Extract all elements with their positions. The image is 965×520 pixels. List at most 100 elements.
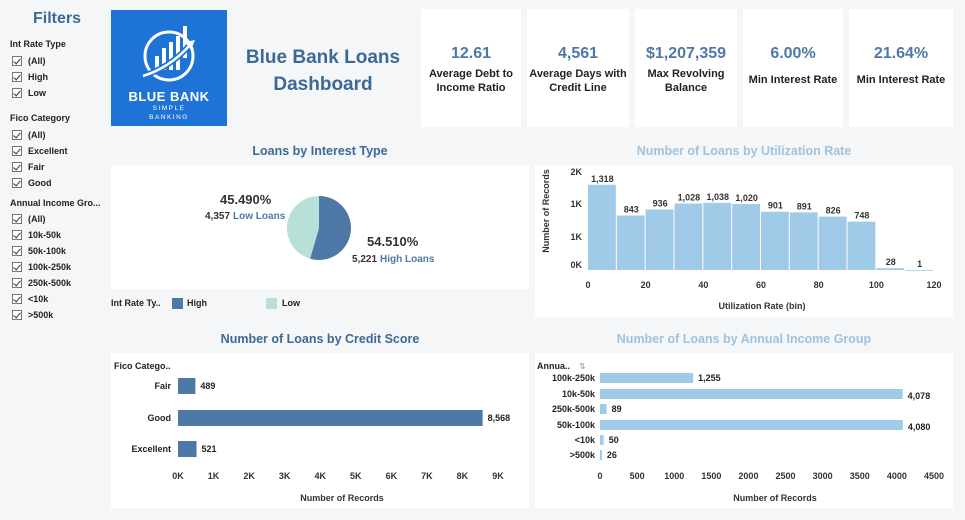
checkbox-icon[interactable] <box>12 230 22 240</box>
kpi-label: Average Debt to Income Ratio <box>429 68 513 94</box>
sort-icon[interactable]: ⇅ <box>579 362 586 371</box>
histogram-bar[interactable] <box>876 268 905 270</box>
blue-bank-logo: BLUE BANK SIMPLE BANKING <box>111 10 227 126</box>
histogram-y-tick: 2K <box>570 167 582 177</box>
legend-label-low[interactable]: Low <box>282 298 300 308</box>
kpi-card-min-interest-2: 21.64% Min Interest Rate <box>849 9 953 127</box>
kpi-value: 4,561 <box>557 45 599 62</box>
histogram-x-tick: 60 <box>756 280 766 290</box>
checkbox-icon[interactable] <box>12 72 22 82</box>
pie-chart-title: Loans by Interest Type <box>252 144 388 158</box>
filter-income-over-500k[interactable]: >500k <box>12 308 53 322</box>
credit-score-bar[interactable] <box>178 441 197 457</box>
dashboard-title: Blue Bank Loans Dashboard <box>238 44 408 98</box>
credit-x-tick: 9K <box>492 471 504 481</box>
pie-percent-high: 54.510% <box>367 234 419 249</box>
histogram-value-label: 843 <box>624 204 639 214</box>
histogram-bar[interactable] <box>645 209 674 270</box>
checkbox-icon[interactable] <box>12 56 22 66</box>
income-group-bar[interactable] <box>600 450 602 460</box>
kpi-value: $1,207,359 <box>645 45 727 62</box>
checkbox-icon[interactable] <box>12 294 22 304</box>
income-chart-title: Number of Loans by Annual Income Group <box>616 332 872 346</box>
pie-legend-title: Int Rate Ty.. <box>111 298 161 308</box>
income-category-label: 10k-50k <box>562 389 596 399</box>
pie-legend: Int Rate Ty.. High Low <box>111 296 529 312</box>
checkbox-icon[interactable] <box>12 262 22 272</box>
filter-fico-fair[interactable]: Fair <box>12 160 45 174</box>
filter-fico-good[interactable]: Good <box>12 176 52 190</box>
filter-fico-all[interactable]: (All) <box>12 128 46 142</box>
kpi-label: Min Interest Rate <box>748 74 838 86</box>
histogram-value-label: 901 <box>768 201 783 211</box>
checkbox-icon[interactable] <box>12 88 22 98</box>
income-group-bar[interactable] <box>600 420 903 430</box>
filter-income-10k-50k[interactable]: 10k-50k <box>12 228 61 242</box>
histogram-bar[interactable] <box>761 211 789 270</box>
logo-tagline-1: SIMPLE <box>152 105 186 112</box>
checkbox-icon[interactable] <box>12 178 22 188</box>
utilization-chart-title: Number of Loans by Utilization Rate <box>636 144 852 158</box>
legend-label-high[interactable]: High <box>187 298 207 308</box>
filter-int-rate-all[interactable]: (All) <box>12 54 46 68</box>
filter-int-rate-high[interactable]: High <box>12 70 48 84</box>
checkbox-icon[interactable] <box>12 278 22 288</box>
income-group-value: 4,080 <box>908 422 931 432</box>
filters-title: Filters <box>33 10 82 27</box>
income-x-tick: 4500 <box>924 471 944 481</box>
income-group-bar[interactable] <box>600 435 604 445</box>
checkbox-icon[interactable] <box>12 246 22 256</box>
histogram-bar[interactable] <box>674 203 703 270</box>
credit-score-chart-panel: Fico Catego.. Number of Records Fair 489 G… <box>111 353 529 508</box>
filter-income-under-10k[interactable]: <10k <box>12 292 48 306</box>
histogram-bar[interactable] <box>703 202 732 270</box>
credit-score-bar[interactable] <box>178 378 196 394</box>
income-group-bar[interactable] <box>600 373 694 383</box>
pie-slice-low[interactable] <box>287 196 319 259</box>
filter-income-50k-100k[interactable]: 50k-100k <box>12 244 66 258</box>
histogram-x-tick: 20 <box>641 280 651 290</box>
histogram-bar[interactable] <box>732 204 760 270</box>
histogram-y-tick: 1K <box>570 199 582 209</box>
histogram-value-label: 891 <box>797 201 812 211</box>
checkbox-icon[interactable] <box>12 310 22 320</box>
income-group-value: 1,255 <box>698 373 721 383</box>
filter-income-250k-500k[interactable]: 250k-500k <box>12 276 71 290</box>
histogram-bar[interactable] <box>818 216 847 270</box>
histogram-bar[interactable] <box>905 269 933 271</box>
credit-x-tick: 3K <box>279 471 291 481</box>
filter-income-100k-250k[interactable]: 100k-250k <box>12 260 71 274</box>
checkbox-icon[interactable] <box>12 214 22 224</box>
credit-score-bar[interactable] <box>178 410 483 426</box>
income-group-bar[interactable] <box>600 389 903 399</box>
credit-score-value: 489 <box>200 381 215 391</box>
dashboard-title-line2: Dashboard <box>273 74 373 95</box>
income-x-tick: 3000 <box>813 471 833 481</box>
income-group-value: 89 <box>612 404 622 414</box>
kpi-card-debt-income: 12.61 Average Debt to Income Ratio <box>421 9 521 127</box>
histogram-bar[interactable] <box>616 215 645 270</box>
income-group-value: 50 <box>609 435 619 445</box>
income-group-value: 26 <box>607 450 617 460</box>
checkbox-icon[interactable] <box>12 146 22 156</box>
credit-x-tick: 8K <box>457 471 469 481</box>
histogram-value-label: 1 <box>917 259 922 269</box>
filter-int-rate-low[interactable]: Low <box>12 86 46 100</box>
income-group-bar[interactable] <box>600 404 607 414</box>
histogram-bar[interactable] <box>847 221 876 270</box>
filter-fico-excellent[interactable]: Excellent <box>12 144 68 158</box>
utilization-histogram: Number of Records Utilization Rate (bin)… <box>541 167 942 311</box>
utilization-chart-panel: Number of Records Utilization Rate (bin)… <box>535 165 953 317</box>
histogram-y-tick: 1K <box>570 232 582 242</box>
checkbox-icon[interactable] <box>12 130 22 140</box>
credit-x-tick: 4K <box>314 471 326 481</box>
filter-income-all[interactable]: (All) <box>12 212 46 226</box>
checkbox-icon[interactable] <box>12 162 22 172</box>
histogram-bar[interactable] <box>588 184 616 270</box>
logo-brand-name: BLUE BANK <box>128 89 210 104</box>
histogram-bar[interactable] <box>789 212 818 270</box>
credit-score-value: 521 <box>202 444 217 454</box>
histogram-value-label: 748 <box>854 211 869 221</box>
income-chart-panel: Annua.. ⇅ Number of Records 100k-250k 1,2… <box>535 353 953 508</box>
pie-slice-high[interactable] <box>310 196 351 260</box>
